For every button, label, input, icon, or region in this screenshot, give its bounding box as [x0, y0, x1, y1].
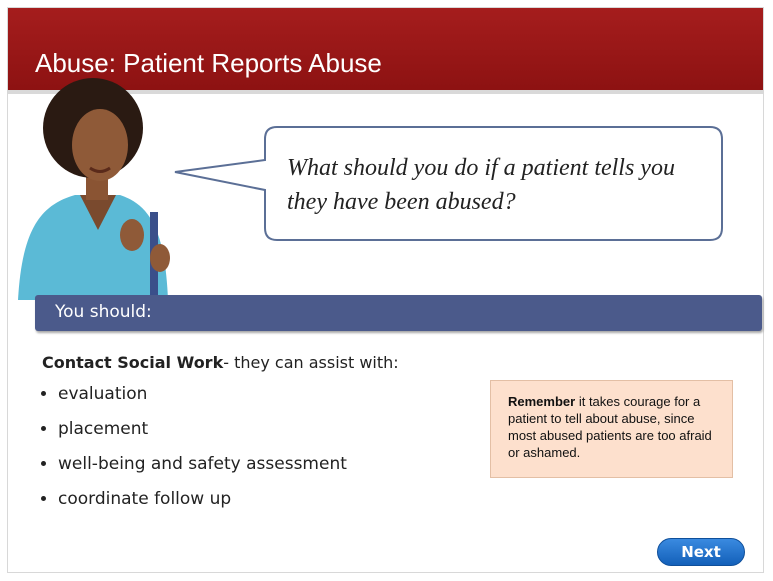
bullet: placement: [58, 417, 347, 452]
banner: You should:: [35, 295, 762, 331]
bullet: evaluation: [58, 382, 347, 417]
note-bold: Remember: [508, 394, 575, 409]
speech-text: What should you do if a patient tells yo…: [287, 151, 717, 219]
heading-bold: Contact Social Work: [42, 353, 223, 372]
next-button[interactable]: Next: [657, 538, 745, 566]
bullet: coordinate follow up: [58, 487, 347, 522]
speech: What should you do if a patient tells yo…: [265, 127, 722, 240]
bullet-list: evaluationplacementwell-being and safety…: [42, 382, 347, 522]
content-heading: Contact Social Work- they can assist wit…: [42, 353, 399, 372]
note: Remember it takes courage for a patient …: [490, 380, 733, 478]
banner-label: You should:: [55, 302, 152, 322]
hand: [120, 219, 144, 251]
hand: [150, 244, 170, 272]
heading-rest: - they can assist with:: [223, 353, 398, 372]
page: Abuse: Patient Reports Abuse What should…: [0, 0, 773, 581]
bullet: well-being and safety assessment: [58, 452, 347, 487]
